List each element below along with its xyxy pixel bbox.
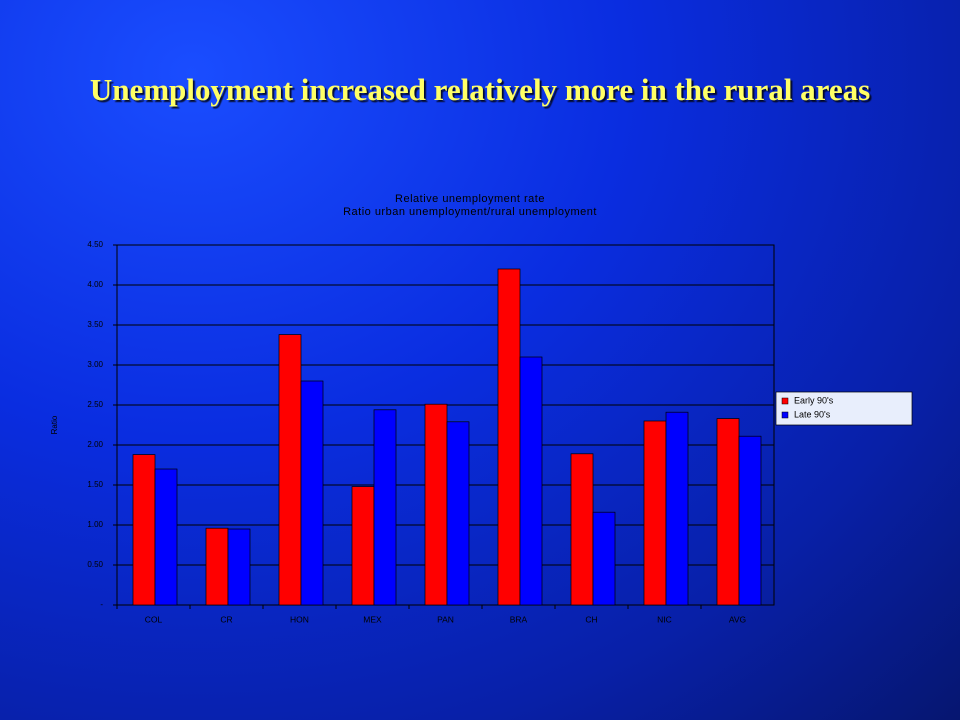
x-tick-label: HON (290, 614, 309, 624)
bar (643, 420, 667, 606)
bar (570, 453, 594, 606)
y-tick-label: 3.00 (87, 360, 103, 369)
x-tick-label: CR (220, 614, 232, 624)
legend-swatch (781, 411, 789, 419)
slide-title: Unemployment increased relatively more i… (90, 72, 870, 107)
x-tick-label: NIC (657, 614, 672, 624)
bar (497, 268, 521, 606)
y-tick-label: 0.50 (87, 560, 103, 569)
bar (665, 411, 689, 606)
bar (205, 527, 229, 606)
bar (738, 435, 762, 606)
x-tick-label: AVG (729, 614, 746, 624)
y-tick-label: 2.50 (87, 400, 103, 409)
y-tick-label: 1.00 (87, 520, 103, 529)
y-tick-label: 1.50 (87, 480, 103, 489)
y-tick-label: 4.50 (87, 240, 103, 249)
x-tick-label: BRA (510, 614, 528, 624)
x-tick-label: MEX (363, 614, 382, 624)
y-axis-label: Ratio (50, 415, 59, 434)
legend-swatch (781, 397, 789, 405)
bar (132, 454, 156, 606)
y-tick-label: 4.00 (87, 280, 103, 289)
bar (278, 334, 302, 606)
legend-label: Late 90's (794, 409, 831, 419)
x-tick-label: COL (145, 614, 163, 624)
chart-title: Relative unemployment rate (395, 193, 545, 205)
bar (716, 418, 740, 606)
legend-box (775, 391, 913, 426)
bar (154, 468, 178, 606)
bar (424, 403, 448, 606)
bar (227, 528, 251, 606)
bar (446, 421, 470, 606)
legend-label: Early 90's (794, 395, 834, 405)
bar (592, 511, 616, 606)
x-tick-label: PAN (437, 614, 454, 624)
bar (373, 409, 397, 606)
y-tick-label: - (100, 600, 103, 609)
x-tick-label: CH (585, 614, 597, 624)
bar (300, 380, 324, 606)
y-tick-label: 2.00 (87, 440, 103, 449)
bar (351, 486, 375, 606)
y-tick-label: 3.50 (87, 320, 103, 329)
chart-subtitle: Ratio urban unemployment/rural unemploym… (343, 206, 597, 218)
bar (519, 356, 543, 606)
